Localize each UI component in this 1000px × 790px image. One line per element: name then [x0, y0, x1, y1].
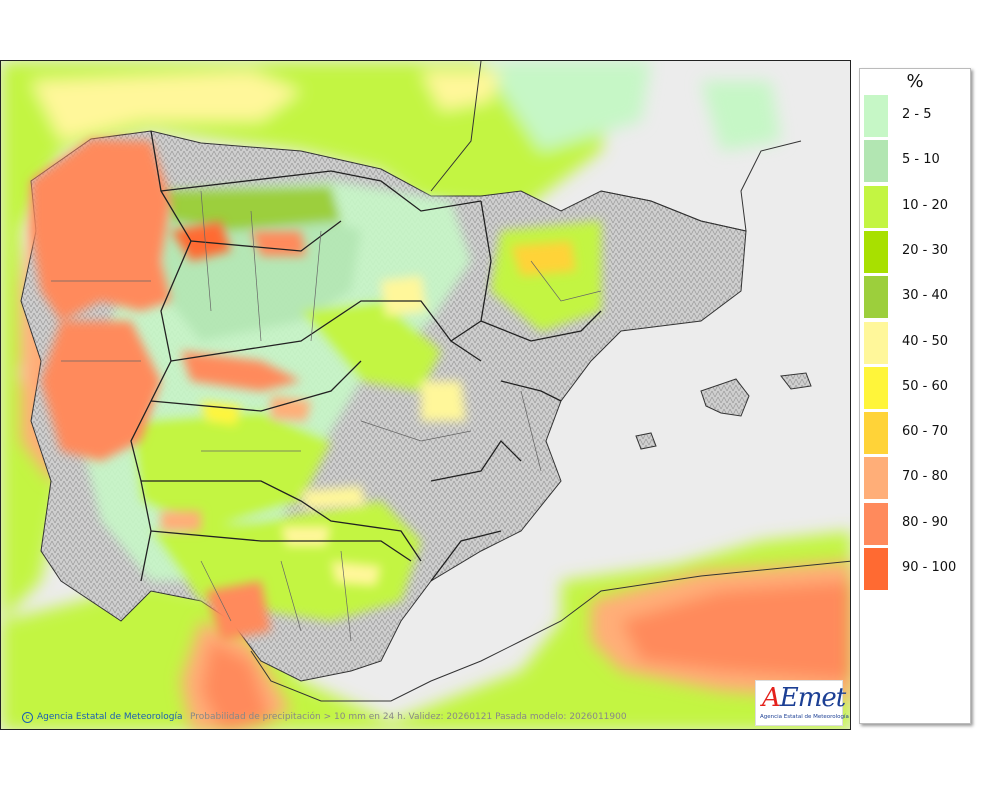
credit-label: Agencia Estatal de Meteorología — [37, 712, 183, 722]
legend-swatch — [864, 321, 888, 364]
legend-label: 70 - 80 — [902, 469, 949, 485]
legend-swatch — [864, 140, 888, 183]
legend-item: 2 - 5 — [864, 95, 968, 137]
legend-item: 70 - 80 — [864, 457, 968, 500]
aemet-logo: AEmet Agencia Estatal de Meteorología — [755, 680, 849, 726]
credit-text: c Agencia Estatal de Meteorología — [22, 712, 183, 723]
legend-label: 5 - 10 — [902, 152, 940, 168]
legend-item: 60 - 70 — [864, 412, 968, 455]
legend-label: 30 - 40 — [902, 288, 949, 304]
province-boundaries — [51, 190, 602, 642]
legend-swatch — [864, 95, 888, 137]
legend-item: 5 - 10 — [864, 140, 968, 183]
legend-label: 80 - 90 — [902, 514, 949, 530]
legend-swatch — [864, 366, 888, 409]
legend-label: 10 - 20 — [902, 197, 949, 213]
land-high-probability-layer — [31, 139, 576, 641]
legend-swatch — [864, 502, 888, 545]
legend-label: 2 - 5 — [902, 107, 932, 122]
legend-label: 40 - 50 — [902, 333, 949, 349]
map-canvas — [1, 61, 850, 729]
legend-swatch — [864, 185, 888, 228]
legend-swatch — [864, 457, 888, 500]
legend-item: 50 - 60 — [864, 366, 968, 409]
legend-item: 20 - 30 — [864, 230, 968, 273]
forecast-map — [0, 60, 851, 730]
regional-boundaries — [130, 130, 602, 582]
legend-label: 50 - 60 — [902, 378, 949, 394]
copyright-icon: c — [22, 712, 33, 723]
map-caption: Probabilidad de precipitación > 10 mm en… — [190, 712, 627, 722]
legend-swatch — [864, 276, 888, 319]
legend-item: 40 - 50 — [864, 321, 968, 364]
africa-coast — [250, 560, 850, 702]
legend-item: 10 - 20 — [864, 185, 968, 228]
logo-mark: AEmet — [762, 683, 846, 713]
legend-label: 60 - 70 — [902, 424, 949, 440]
legend-label: 90 - 100 — [902, 560, 957, 575]
legend-label: 20 - 30 — [902, 242, 949, 258]
logo-subtitle: Agencia Estatal de Meteorología — [760, 714, 849, 720]
legend-panel: % 2 - 5 5 - 10 10 - 20 20 - 30 30 - 40 40 - 5… — [859, 68, 971, 724]
legend-unit: % — [906, 71, 924, 92]
legend-swatch — [864, 230, 888, 273]
legend-item: 80 - 90 — [864, 502, 968, 545]
legend-item: 30 - 40 — [864, 276, 968, 319]
france-coast — [430, 61, 802, 232]
legend-swatch — [864, 548, 888, 590]
legend-item: 90 - 100 — [864, 548, 968, 590]
legend-swatch — [864, 412, 888, 455]
balearic-islands — [635, 372, 812, 450]
